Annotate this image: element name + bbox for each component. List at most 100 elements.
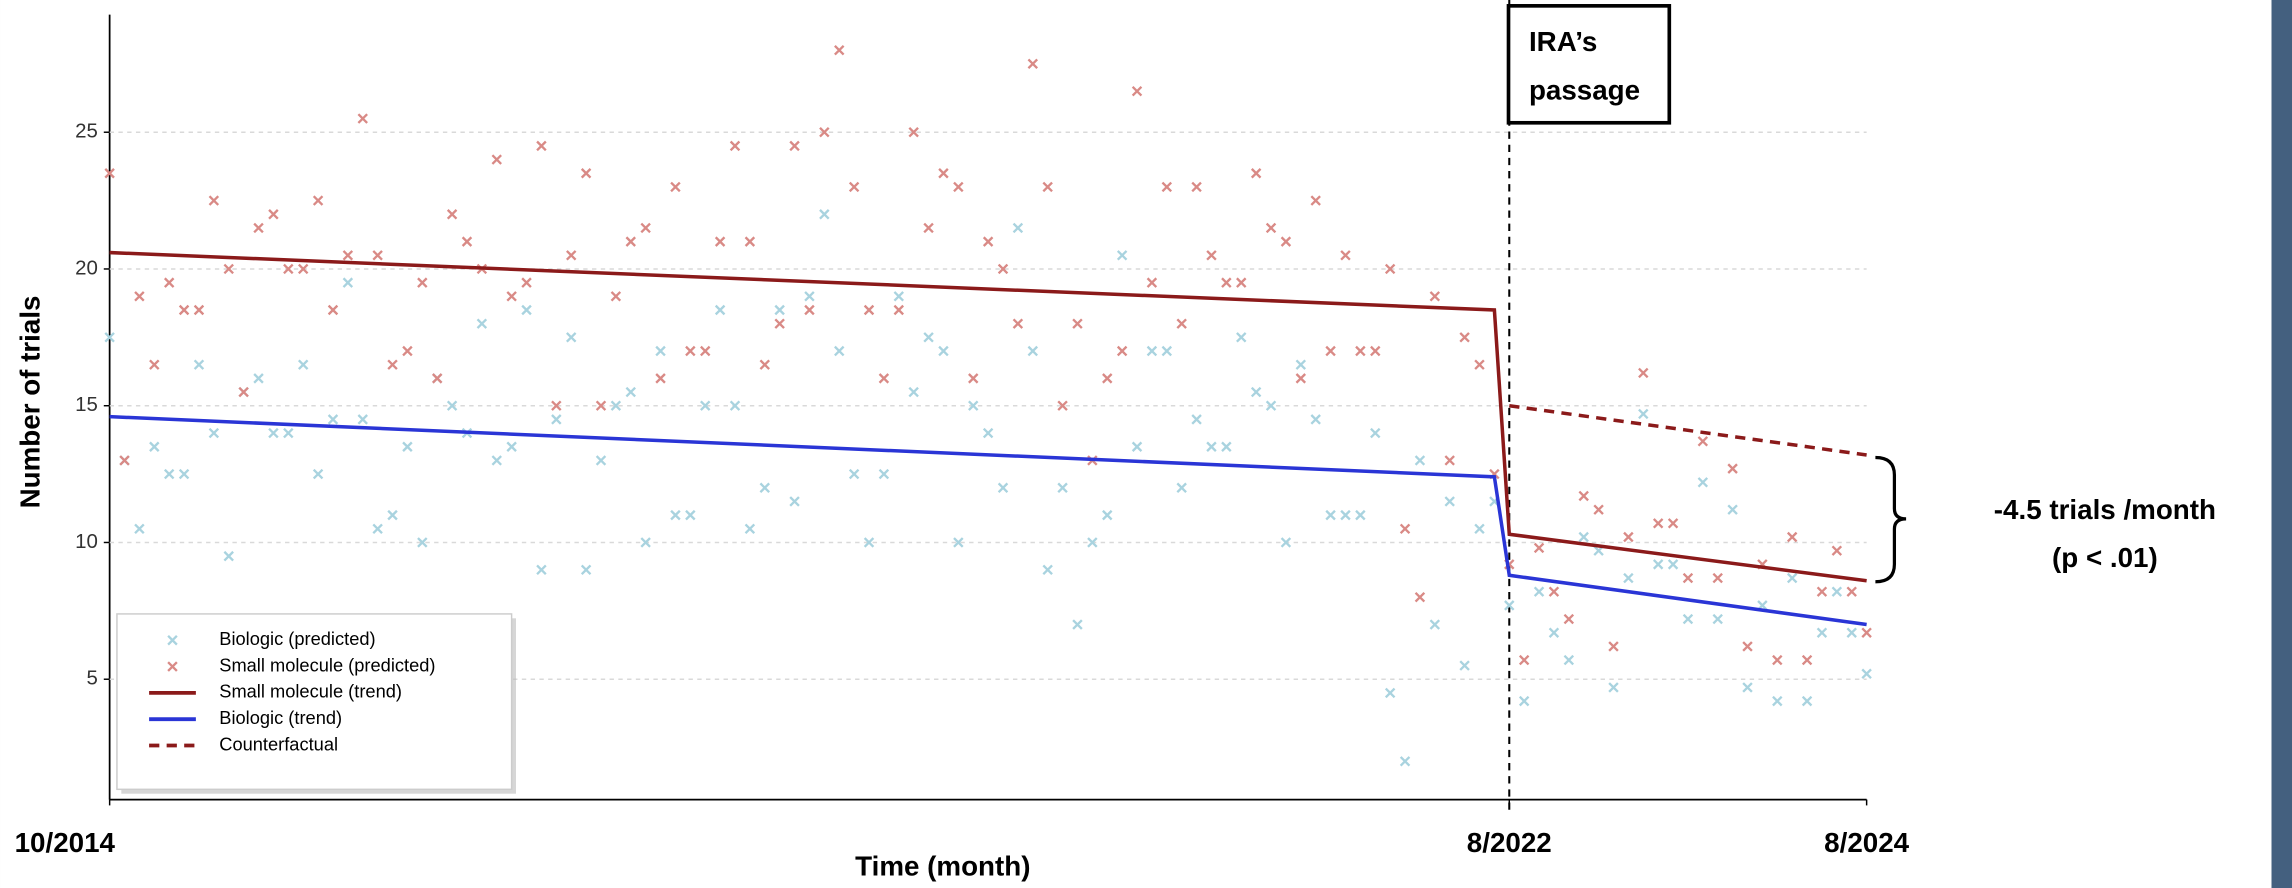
- point: [268, 209, 279, 220]
- trend-line: [109, 250, 1867, 583]
- point: [1161, 345, 1173, 357]
- point: [566, 250, 577, 261]
- point: [640, 537, 651, 548]
- point: [1682, 613, 1694, 625]
- point: [1265, 400, 1277, 411]
- point: [1682, 572, 1694, 584]
- point: [193, 304, 205, 316]
- point: [1057, 400, 1068, 411]
- point: [1295, 359, 1307, 370]
- border: [2271, 0, 2292, 888]
- point: [1697, 436, 1709, 447]
- event-box: [1506, 4, 1672, 125]
- point: [1548, 586, 1560, 597]
- point: [446, 400, 458, 411]
- point: [610, 291, 622, 302]
- trend-line: [109, 414, 1867, 627]
- point: [1474, 523, 1485, 535]
- point: [640, 222, 651, 234]
- point: [1772, 695, 1783, 707]
- point: [759, 482, 770, 493]
- point: [1384, 687, 1396, 699]
- point: [1518, 654, 1530, 666]
- point: [1623, 572, 1634, 584]
- point: [1429, 619, 1441, 630]
- point: [253, 222, 264, 234]
- y-tick-label: 15: [75, 393, 98, 416]
- point: [1712, 613, 1723, 625]
- point: [1667, 559, 1679, 570]
- point: [119, 455, 130, 466]
- point: [1191, 414, 1202, 425]
- point: [1236, 277, 1247, 288]
- point: [1533, 586, 1545, 597]
- point: [223, 550, 234, 562]
- point: [1102, 373, 1113, 384]
- point: [1638, 408, 1649, 420]
- point: [1310, 414, 1321, 425]
- point: [536, 564, 547, 576]
- point: [1667, 518, 1679, 529]
- point: [670, 181, 681, 193]
- point: [834, 44, 845, 56]
- point: [223, 263, 234, 275]
- point: [893, 304, 905, 316]
- point: [1176, 482, 1187, 493]
- y-tick-label: 20: [75, 256, 98, 279]
- point: [163, 468, 175, 480]
- point: [506, 291, 517, 302]
- point: [774, 304, 785, 316]
- point: [1146, 277, 1158, 288]
- point: [1370, 345, 1381, 357]
- point: [1578, 490, 1589, 502]
- x-tick-label: 8/2022: [1467, 827, 1552, 858]
- bracket: [1875, 455, 1907, 584]
- point: [1176, 318, 1187, 329]
- point: [312, 468, 324, 480]
- point: [253, 373, 264, 384]
- point: [283, 427, 294, 439]
- point: [1742, 682, 1753, 693]
- point: [1191, 181, 1202, 193]
- point: [1459, 660, 1470, 671]
- point: [1236, 332, 1247, 343]
- point: [1652, 559, 1664, 570]
- point: [1161, 181, 1173, 193]
- point: [655, 373, 666, 384]
- point: [342, 250, 354, 261]
- point: [714, 236, 726, 247]
- point: [1861, 668, 1872, 679]
- point: [878, 468, 890, 480]
- point: [1444, 496, 1455, 507]
- point: [759, 359, 770, 370]
- point: [1370, 427, 1381, 439]
- point: [580, 564, 592, 576]
- point: [402, 441, 413, 452]
- point: [819, 209, 830, 220]
- point: [1712, 572, 1723, 584]
- point: [610, 400, 622, 411]
- point: [1474, 359, 1485, 370]
- point: [134, 523, 145, 535]
- point: [1652, 518, 1664, 529]
- point: [625, 236, 636, 247]
- point: [1355, 509, 1366, 521]
- point: [387, 359, 398, 370]
- point: [1399, 756, 1411, 767]
- point: [774, 318, 785, 329]
- point: [551, 414, 562, 425]
- point: [982, 236, 994, 247]
- point: [268, 427, 279, 439]
- point: [908, 127, 919, 138]
- point: [1280, 236, 1292, 247]
- point: [1072, 318, 1083, 329]
- point: [834, 345, 845, 357]
- x-axis-label: Time (month): [855, 851, 1030, 882]
- point: [134, 291, 145, 302]
- point: [938, 345, 949, 357]
- point: [1102, 509, 1113, 521]
- point: [685, 345, 696, 357]
- point: [1414, 455, 1426, 466]
- point: [1608, 641, 1619, 652]
- point: [1206, 250, 1217, 261]
